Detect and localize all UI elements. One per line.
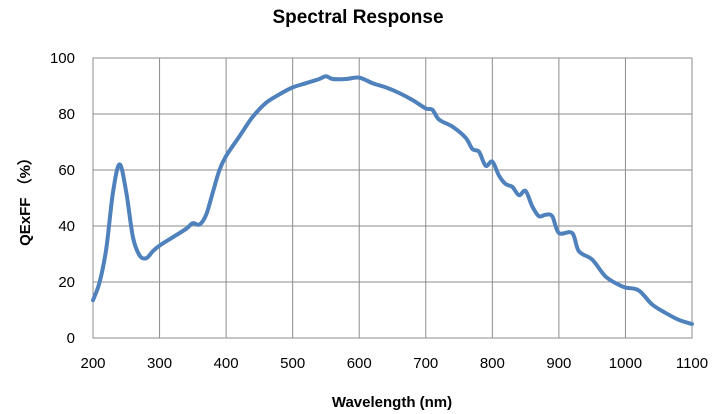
series-layer <box>91 74 694 326</box>
y-axis-ticks: 0 20 40 60 80 100 <box>50 50 75 347</box>
x-tick-label: 900 <box>546 355 571 372</box>
y-axis-label: QExFF （%） <box>16 150 34 246</box>
x-tick-label: 200 <box>80 355 105 372</box>
x-tick-label: 1100 <box>676 355 708 372</box>
y-tick-label: 80 <box>58 106 75 123</box>
x-axis-ticks: 200 300 400 500 600 700 800 900 1000 1100 <box>80 355 708 372</box>
plot-area-border <box>92 57 693 339</box>
y-tick-label: 60 <box>58 162 75 179</box>
x-tick-label: 500 <box>280 355 305 372</box>
x-tick-label: 1000 <box>609 355 642 372</box>
x-tick-label: 700 <box>413 355 438 372</box>
y-tick-label: 40 <box>58 218 75 235</box>
y-tick-label: 0 <box>67 330 75 347</box>
y-tick-label: 20 <box>58 274 75 291</box>
x-axis-label: Wavelength (nm) <box>332 394 452 411</box>
grid <box>92 57 693 339</box>
x-tick-label: 800 <box>480 355 505 372</box>
y-tick-label: 100 <box>50 50 75 67</box>
x-tick-label: 400 <box>214 355 239 372</box>
x-tick-label: 600 <box>347 355 372 372</box>
chart-title: Spectral Response <box>272 7 443 28</box>
series-line <box>91 74 694 326</box>
x-tick-label: 300 <box>147 355 172 372</box>
